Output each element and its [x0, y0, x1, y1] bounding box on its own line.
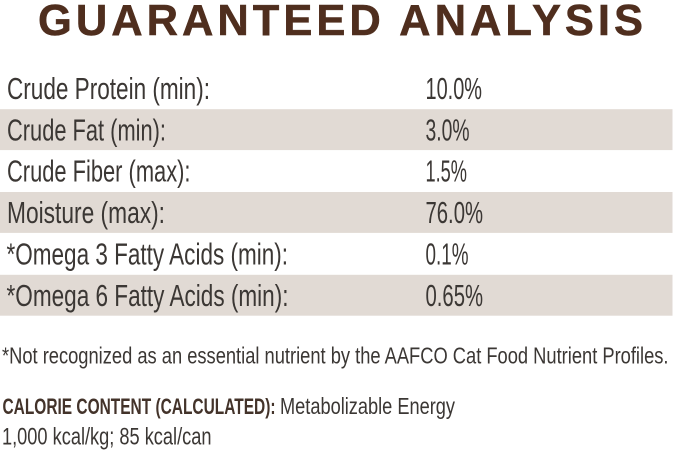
- svg-text:10.0%: 10.0%: [426, 71, 483, 106]
- svg-text:0.65%: 0.65%: [426, 278, 484, 313]
- svg-text:CALORIE CONTENT (CALCULATED):: CALORIE CONTENT (CALCULATED):: [3, 394, 276, 419]
- svg-text:0.1%: 0.1%: [426, 236, 469, 271]
- svg-text:Crude Protein (min):: Crude Protein (min):: [7, 71, 210, 106]
- svg-text:Metabolizable Energy: Metabolizable Energy: [280, 393, 455, 419]
- svg-text:*Not recognized as an essentia: *Not recognized as an essential nutrient…: [2, 343, 669, 369]
- svg-text:GUARANTEED ANALYSIS: GUARANTEED ANALYSIS: [38, 0, 643, 45]
- svg-text:Moisture (max):: Moisture (max):: [7, 195, 165, 230]
- svg-text:3.0%: 3.0%: [426, 112, 470, 147]
- svg-text:*Omega 3 Fatty Acids (min):: *Omega 3 Fatty Acids (min):: [7, 236, 289, 271]
- svg-text:1.5%: 1.5%: [426, 154, 468, 189]
- svg-text:1,000 kcal/kg; 85 kcal/can: 1,000 kcal/kg; 85 kcal/can: [2, 425, 212, 451]
- svg-text:76.0%: 76.0%: [426, 195, 484, 230]
- svg-text:*Omega 6 Fatty Acids (min):: *Omega 6 Fatty Acids (min):: [7, 278, 289, 313]
- svg-text:Crude Fiber (max):: Crude Fiber (max):: [7, 154, 191, 189]
- svg-text:Crude Fat (min):: Crude Fat (min):: [7, 112, 166, 147]
